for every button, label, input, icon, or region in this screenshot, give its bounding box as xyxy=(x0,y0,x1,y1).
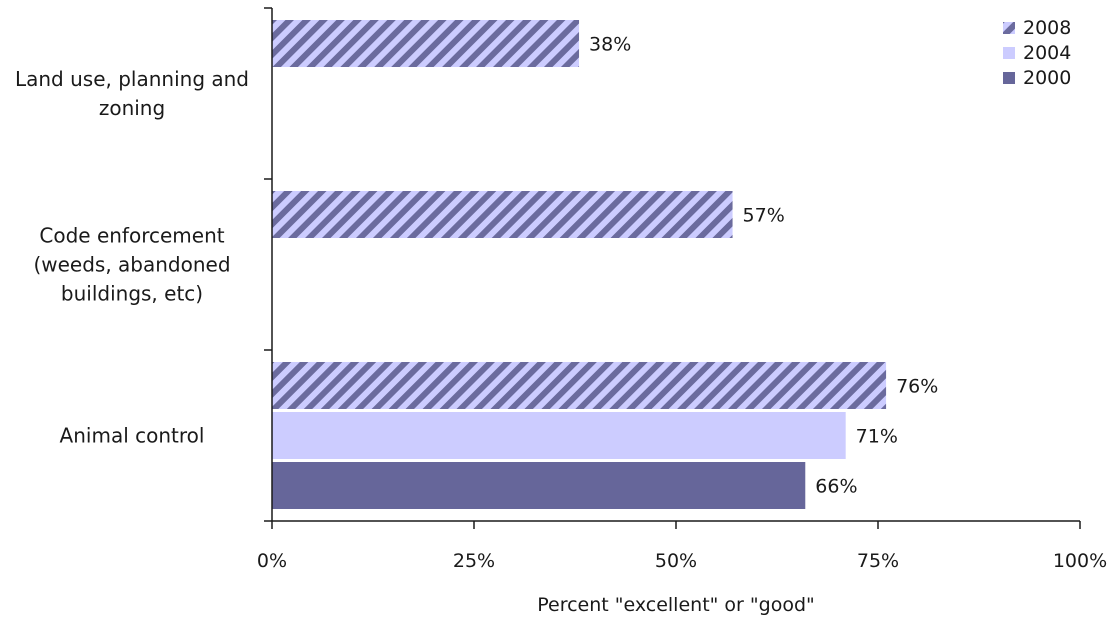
x-tick-label: 0% xyxy=(257,550,287,572)
category-label-1: Code enforcement (weeds, abandoned buildin… xyxy=(33,224,230,306)
x-axis-title: Percent "excellent" or "good" xyxy=(537,594,815,616)
x-tick-label: 25% xyxy=(453,550,495,572)
x-tick-label: 100% xyxy=(1053,550,1107,572)
bar-2000-cat-2 xyxy=(272,462,806,509)
bars-layer xyxy=(272,20,887,509)
data-label-2008-cat-1: 57% xyxy=(743,205,785,227)
data-label-2008-cat-2: 76% xyxy=(896,376,938,398)
category-label-0: Land use, planning and zoning xyxy=(15,67,249,120)
ticks-layer: 0% 25% 50% 75% 100% xyxy=(257,7,1107,572)
legend-swatch-2004 xyxy=(1003,47,1015,59)
data-label-2004-cat-2: 71% xyxy=(856,426,898,448)
bar-2008-cat-0 xyxy=(272,20,580,67)
data-label-2008-cat-0: 38% xyxy=(589,34,631,56)
x-tick-label: 50% xyxy=(655,550,697,572)
bar-2008-cat-1 xyxy=(272,191,733,238)
data-label-2000-cat-2: 66% xyxy=(815,476,857,498)
legend: 2008 2004 2000 xyxy=(1003,17,1071,89)
category-label-2: Animal control xyxy=(60,424,205,448)
legend-label-2004: 2004 xyxy=(1023,42,1071,64)
x-tick-label: 75% xyxy=(857,550,899,572)
legend-swatch-2000 xyxy=(1003,72,1015,84)
legend-label-2008: 2008 xyxy=(1023,17,1071,39)
bar-2008-cat-2 xyxy=(272,362,887,409)
labels-layer: 38% 57% 76% 71% 66% Land use, planning and zon… xyxy=(15,34,938,498)
legend-swatch-2008 xyxy=(1003,22,1015,34)
bar-2004-cat-2 xyxy=(272,412,846,459)
legend-label-2000: 2000 xyxy=(1023,67,1071,89)
